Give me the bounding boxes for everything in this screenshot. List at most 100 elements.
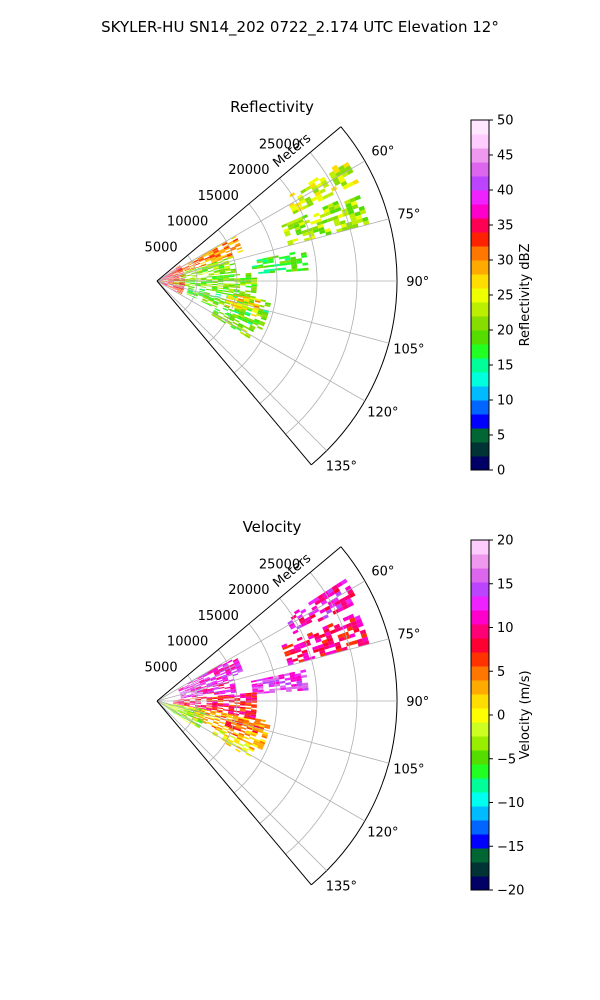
- azimuth-tick-label: 75°: [397, 628, 420, 643]
- reflectivity-panel: Reflectivity500010000150002000025000Mete…: [145, 98, 533, 479]
- echo-field: [157, 161, 370, 339]
- echo-region: [281, 613, 370, 666]
- azimuth-spoke: [156, 280, 366, 402]
- range-tick-label: 20000: [228, 163, 269, 178]
- range-tick-label: 5000: [145, 240, 178, 255]
- colorbar-segment: [471, 232, 489, 247]
- azimuth-tick-label: 105°: [393, 343, 424, 358]
- sector-edge: [156, 700, 312, 886]
- colorbar-tick-label: 5: [497, 665, 505, 680]
- colorbar-segment: [471, 540, 489, 555]
- range-tick-label: 10000: [167, 635, 208, 650]
- colorbar-tick-label: 15: [497, 577, 514, 592]
- colorbar-segment: [471, 246, 489, 261]
- colorbar-segment: [471, 204, 489, 219]
- colorbar-tick-label: 5: [497, 429, 505, 444]
- sector-edge: [156, 126, 342, 282]
- colorbar-tick-label: 40: [497, 184, 514, 199]
- colorbar-tick-label: 30: [497, 254, 514, 269]
- colorbar-segment: [471, 414, 489, 429]
- colorbar-segment: [471, 176, 489, 191]
- echo-region: [250, 669, 309, 695]
- range-tick-label: 15000: [198, 609, 239, 624]
- azimuth-tick-label: 60°: [371, 565, 394, 580]
- colorbar-segment: [471, 134, 489, 149]
- colorbar-segment: [471, 554, 489, 569]
- colorbar-label: Velocity (m/s): [518, 670, 533, 759]
- azimuth-tick-label: 120°: [367, 825, 398, 840]
- colorbar-segment: [471, 834, 489, 849]
- colorbar-tick-label: 10: [497, 394, 514, 409]
- colorbar-tick-label: 0: [497, 464, 505, 479]
- colorbar-tick-label: 20: [497, 534, 514, 549]
- colorbar-segment: [471, 694, 489, 709]
- colorbar-segment: [471, 120, 489, 135]
- colorbar-segment: [471, 218, 489, 233]
- range-ring: [259, 597, 318, 824]
- colorbar-segment: [471, 680, 489, 695]
- colorbar-segment: [471, 260, 489, 275]
- colorbar-segment: [471, 568, 489, 583]
- colorbar-segment: [471, 778, 489, 793]
- colorbar-tick-label: 20: [497, 324, 514, 339]
- colorbar-segment: [471, 442, 489, 457]
- colorbar-segment: [471, 148, 489, 163]
- range-tick-label: 20000: [228, 583, 269, 598]
- range-tick-label: 5000: [145, 660, 178, 675]
- range-ring: [208, 229, 238, 343]
- range-ring: [208, 649, 238, 763]
- echo-region: [288, 161, 360, 215]
- colorbar-segment: [471, 624, 489, 639]
- colorbar-tick-label: −20: [497, 884, 524, 899]
- colorbar-tick-label: 45: [497, 149, 514, 164]
- colorbar-segment: [471, 344, 489, 359]
- azimuth-tick-label: 120°: [367, 405, 398, 420]
- echo-region: [287, 578, 356, 635]
- range-ring: [233, 203, 278, 374]
- outer-arc: [310, 126, 398, 466]
- colorbar-segment: [471, 428, 489, 443]
- azimuth-tick-label: 90°: [406, 275, 429, 290]
- colorbar-tick-label: 35: [497, 219, 514, 234]
- azimuth-tick-label: 105°: [393, 763, 424, 778]
- colorbar-segment: [471, 400, 489, 415]
- azimuth-spoke: [156, 580, 366, 702]
- colorbar-segment: [471, 582, 489, 597]
- colorbar-segment: [471, 316, 489, 331]
- colorbar-segment: [471, 386, 489, 401]
- azimuth-spoke: [156, 700, 327, 871]
- colorbar-segment: [471, 764, 489, 779]
- range-tick-label: 25000: [259, 137, 300, 152]
- colorbar-segment: [471, 358, 489, 373]
- azimuth-spoke: [156, 280, 327, 451]
- azimuth-spoke: [156, 280, 389, 344]
- range-tick-label: 15000: [198, 189, 239, 204]
- range-ring: [285, 572, 358, 855]
- colorbar-segment: [471, 596, 489, 611]
- colorbar: −20 −15 −10 −5 0 5 10 15 20 Velocity (m/s): [470, 534, 533, 899]
- azimuth-spoke: [156, 700, 389, 764]
- colorbar-tick-label: −5: [497, 752, 516, 767]
- colorbar-segment: [471, 288, 489, 303]
- colorbar-segment: [471, 638, 489, 653]
- colorbar-segment: [471, 302, 489, 317]
- range-ring: [285, 152, 358, 435]
- colorbar-segment: [471, 736, 489, 751]
- azimuth-spoke: [156, 700, 366, 822]
- colorbar-segment: [471, 708, 489, 723]
- colorbar-tick-label: 50: [497, 114, 514, 129]
- panel-title: Reflectivity: [230, 98, 314, 116]
- azimuth-tick-label: 75°: [397, 208, 420, 223]
- colorbar-segment: [471, 274, 489, 289]
- range-ring: [259, 177, 318, 404]
- range-tick-label: 25000: [259, 557, 300, 572]
- range-ring: [233, 623, 278, 794]
- azimuth-spoke: [156, 638, 389, 702]
- azimuth-spoke: [156, 218, 389, 282]
- colorbar-segment: [471, 190, 489, 205]
- colorbar-tick-label: −10: [497, 796, 524, 811]
- range-tick-label: 10000: [167, 215, 208, 230]
- colorbar-segment: [471, 820, 489, 835]
- colorbar-segment: [471, 722, 489, 737]
- azimuth-tick-label: 90°: [406, 695, 429, 710]
